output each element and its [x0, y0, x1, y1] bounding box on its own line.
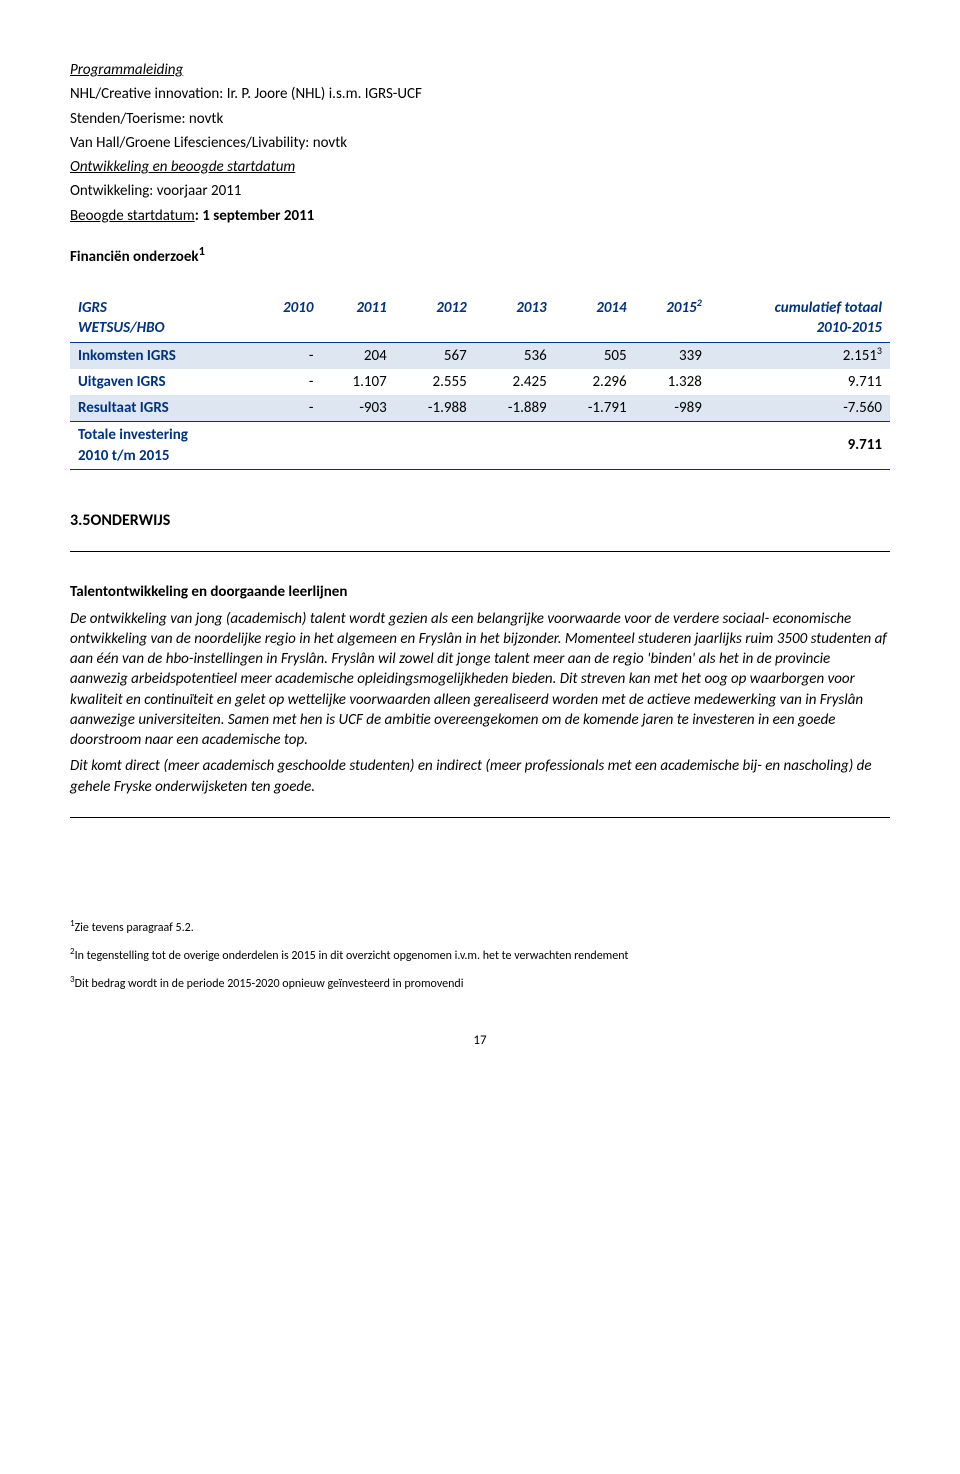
cell-value: 2.151 [843, 347, 877, 365]
th-2010: 2010 [254, 295, 322, 342]
cell: 567 [395, 342, 475, 369]
footnote-1: 1Zie tevens paragraaf 5.2. [70, 918, 890, 936]
table-body: Inkomsten IGRS - 204 567 536 505 339 2.1… [70, 342, 890, 469]
cell: - [254, 342, 322, 369]
footnote-text: Zie tevens paragraaf 5.2. [75, 921, 194, 935]
table-igrs: IGRS WETSUS/HBO 2010 2011 2012 2013 2014… [70, 295, 890, 470]
line-ontwikkeling-voorjaar: Ontwikkeling: voorjaar 2011 [70, 181, 890, 201]
cell-label: Uitgaven IGRS [70, 369, 254, 395]
heading-financien: Financiën onderzoek1 [70, 244, 890, 267]
heading-programmaleiding: Programmaleiding [70, 60, 890, 80]
cell: 204 [321, 342, 394, 369]
cell: 505 [555, 342, 635, 369]
footnotes: 1Zie tevens paragraaf 5.2. 2In tegenstel… [70, 918, 890, 993]
subheading-talent: Talentontwikkeling en doorgaande leerlij… [70, 582, 890, 602]
cell: 1.107 [321, 369, 394, 395]
footer-label-a: Totale investering [78, 426, 188, 444]
footnote-text: In tegenstelling tot de overige onderdel… [75, 949, 629, 963]
cell: 9.711 [710, 369, 890, 395]
cell: -903 [321, 395, 394, 422]
th-cum-b: 2010-2015 [817, 319, 882, 337]
row-uitgaven: Uitgaven IGRS - 1.107 2.555 2.425 2.296 … [70, 369, 890, 395]
heading-ontwikkeling: Ontwikkeling en beoogde startdatum [70, 157, 890, 177]
section-num: 3.5 [70, 511, 91, 530]
cell: -1.791 [555, 395, 635, 422]
th-igrs-a: IGRS [78, 299, 107, 317]
th-cum-a: cumulatief totaal [775, 299, 882, 317]
th-2015-sup: 2 [697, 296, 702, 309]
label-beoogde: Beoogde startdatum [70, 207, 195, 225]
th-2015: 20152 [635, 295, 710, 342]
cell-label: Inkomsten IGRS [70, 342, 254, 369]
cell: 2.425 [475, 369, 555, 395]
value-startdatum: : 1 september 2011 [195, 207, 315, 225]
row-inkomsten: Inkomsten IGRS - 204 567 536 505 339 2.1… [70, 342, 890, 369]
cell: 2.296 [555, 369, 635, 395]
cell: 339 [635, 342, 710, 369]
cell: 2.555 [395, 369, 475, 395]
paragraph-plain: Dit komt direct (meer academisch geschoo… [70, 756, 890, 797]
th-2011: 2011 [321, 295, 394, 342]
cell: 2.1513 [710, 342, 890, 369]
section-title: ONDERWIJS [91, 511, 171, 530]
row-resultaat: Resultaat IGRS - -903 -1.988 -1.889 -1.7… [70, 395, 890, 422]
cell: 1.328 [635, 369, 710, 395]
divider [70, 551, 890, 552]
footnote-3: 3Dit bedrag wordt in de periode 2015-202… [70, 974, 890, 992]
cell: -989 [635, 395, 710, 422]
th-igrs-b: WETSUS/HBO [78, 319, 165, 337]
section-heading: 3.5ONDERWIJS [70, 510, 890, 532]
cell: -1.889 [475, 395, 555, 422]
cell: - [254, 395, 322, 422]
label-financien: Financiën onderzoek [70, 248, 199, 266]
line-nhl: NHL/Creative innovation: Ir. P. Joore (N… [70, 84, 890, 104]
footnote-text: Dit bedrag wordt in de periode 2015-2020… [75, 977, 464, 991]
th-igrs: IGRS WETSUS/HBO [70, 295, 254, 342]
page-number: 17 [70, 1032, 890, 1050]
footnote-2: 2In tegenstelling tot de overige onderde… [70, 946, 890, 964]
footnote-ref-3: 3 [877, 344, 882, 357]
footnote-ref-1: 1 [199, 244, 205, 259]
cell-total: 9.711 [710, 422, 890, 470]
cell-label: Resultaat IGRS [70, 395, 254, 422]
th-2015-year: 2015 [666, 299, 696, 317]
cell: -7.560 [710, 395, 890, 422]
divider [70, 817, 890, 818]
cell: -1.988 [395, 395, 475, 422]
line-beoogde-startdatum: Beoogde startdatum: 1 september 2011 [70, 206, 890, 226]
th-2014: 2014 [555, 295, 635, 342]
cell-label: Totale investering 2010 t/m 2015 [70, 422, 254, 470]
row-totale-investering: Totale investering 2010 t/m 2015 9.711 [70, 422, 890, 470]
cell: - [254, 369, 322, 395]
line-stenden: Stenden/Toerisme: novtk [70, 109, 890, 129]
th-cumulatief: cumulatief totaal 2010-2015 [710, 295, 890, 342]
line-vanhall: Van Hall/Groene Lifesciences/Livability:… [70, 133, 890, 153]
paragraph-italic: De ontwikkeling van jong (academisch) ta… [70, 609, 890, 751]
cell: 536 [475, 342, 555, 369]
th-2013: 2013 [475, 295, 555, 342]
footer-label-b: 2010 t/m 2015 [78, 447, 169, 465]
th-2012: 2012 [395, 295, 475, 342]
